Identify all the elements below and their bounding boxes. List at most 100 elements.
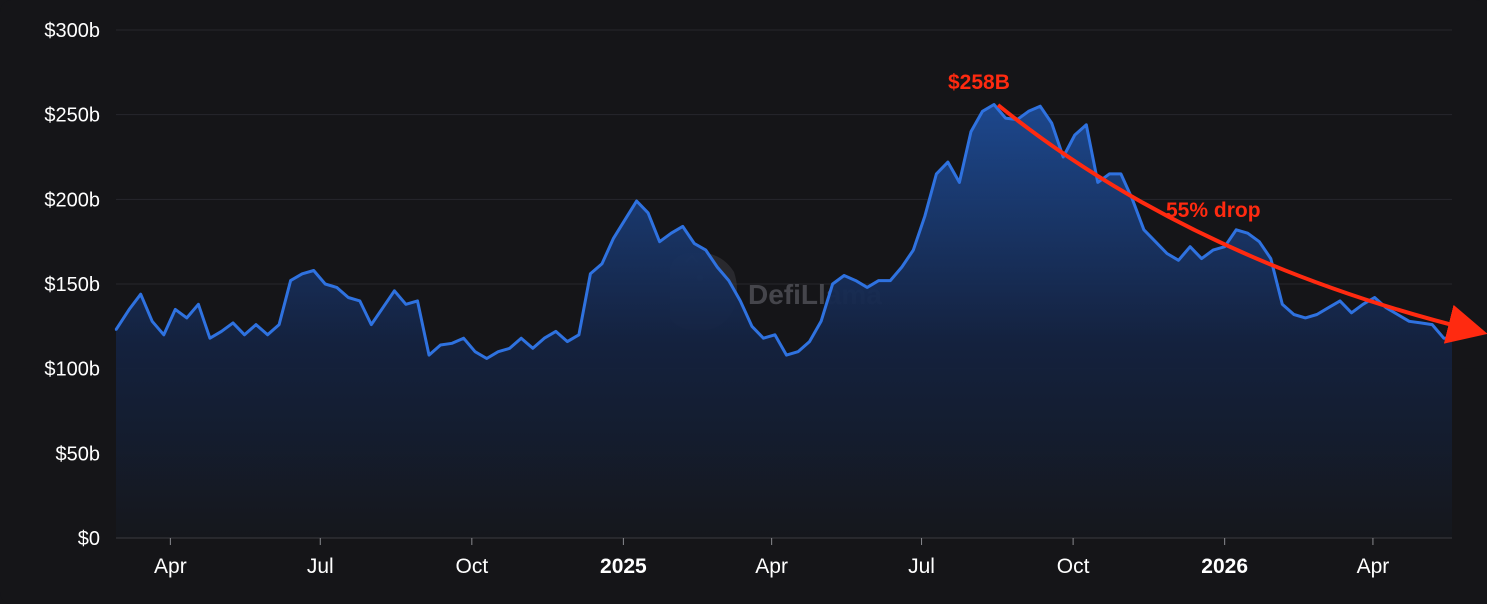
data-point <box>451 342 453 344</box>
data-point <box>1004 117 1006 119</box>
data-point <box>866 286 868 288</box>
data-point <box>820 320 822 322</box>
data-point <box>462 337 464 339</box>
data-point <box>716 266 718 268</box>
data-point <box>670 232 672 234</box>
data-point <box>751 325 753 327</box>
data-point <box>186 317 188 319</box>
data-point <box>313 269 315 271</box>
data-point <box>255 323 257 325</box>
data-point <box>1097 181 1099 183</box>
data-point <box>578 334 580 336</box>
data-point <box>1166 252 1168 254</box>
data-point <box>1051 122 1053 124</box>
data-point <box>658 241 660 243</box>
x-tick-label: Apr <box>755 555 788 578</box>
y-axis: $0 $50b $100b $150b $200b $250b $300b <box>44 20 100 550</box>
peak-label: $258B <box>948 71 1010 94</box>
data-point <box>1200 257 1202 259</box>
data-point <box>1420 322 1422 324</box>
data-point <box>532 347 534 349</box>
data-point <box>1247 232 1249 234</box>
data-point <box>935 173 937 175</box>
data-point <box>705 249 707 251</box>
data-point <box>428 354 430 356</box>
data-point <box>647 212 649 214</box>
data-point <box>831 283 833 285</box>
data-point <box>289 279 291 281</box>
data-point <box>232 322 234 324</box>
data-point <box>958 181 960 183</box>
data-point <box>243 334 245 336</box>
x-tick-label: Apr <box>1357 555 1390 578</box>
data-point <box>266 334 268 336</box>
data-point <box>301 273 303 275</box>
data-point <box>785 354 787 356</box>
y-tick-label: $200b <box>44 189 100 211</box>
data-point <box>163 334 165 336</box>
series-area <box>116 105 1452 539</box>
data-point <box>601 263 603 265</box>
x-tick-label: Oct <box>455 555 488 578</box>
y-tick-label: $100b <box>44 359 100 381</box>
data-point <box>324 283 326 285</box>
data-point <box>1189 246 1191 248</box>
data-point <box>1074 134 1076 136</box>
data-point <box>520 337 522 339</box>
x-tick-label: 2025 <box>600 555 647 578</box>
data-point <box>693 242 695 244</box>
data-point <box>151 320 153 322</box>
data-point <box>197 303 199 305</box>
data-point <box>486 357 488 359</box>
data-point <box>497 351 499 353</box>
data-point <box>1177 259 1179 261</box>
data-point <box>635 200 637 202</box>
y-tick-label: $0 <box>78 528 100 550</box>
data-point <box>336 286 338 288</box>
data-point <box>612 237 614 239</box>
data-point <box>1270 257 1272 259</box>
data-point <box>855 279 857 281</box>
data-point <box>981 110 983 112</box>
y-tick-label: $150b <box>44 274 100 296</box>
data-point <box>509 347 511 349</box>
y-tick-label: $250b <box>44 105 100 127</box>
data-point <box>566 340 568 342</box>
data-point <box>393 290 395 292</box>
data-point <box>682 225 684 227</box>
data-point <box>993 103 995 105</box>
data-point <box>278 323 280 325</box>
y-tick-label: $50b <box>56 443 101 465</box>
data-point <box>1304 317 1306 319</box>
data-point <box>1154 241 1156 243</box>
data-point <box>347 296 349 298</box>
data-point <box>1451 337 1453 339</box>
data-point <box>739 300 741 302</box>
data-point <box>912 249 914 251</box>
data-point <box>947 161 949 163</box>
data-point <box>1039 105 1041 107</box>
data-point <box>174 308 176 310</box>
data-point <box>624 219 626 221</box>
data-point <box>1108 173 1110 175</box>
data-point <box>1396 313 1398 315</box>
data-point <box>359 300 361 302</box>
data-point <box>1281 303 1283 305</box>
data-point <box>1373 296 1375 298</box>
data-point <box>128 308 130 310</box>
data-point <box>1235 229 1237 231</box>
data-point <box>1362 303 1364 305</box>
x-tick-label: Apr <box>154 555 187 578</box>
data-point <box>439 344 441 346</box>
data-point <box>970 130 972 132</box>
data-point <box>555 330 557 332</box>
data-point <box>808 340 810 342</box>
data-point <box>140 293 142 295</box>
data-point <box>416 300 418 302</box>
data-point <box>1085 124 1087 126</box>
data-point <box>762 337 764 339</box>
data-point <box>1258 241 1260 243</box>
data-point <box>220 330 222 332</box>
data-point <box>797 351 799 353</box>
